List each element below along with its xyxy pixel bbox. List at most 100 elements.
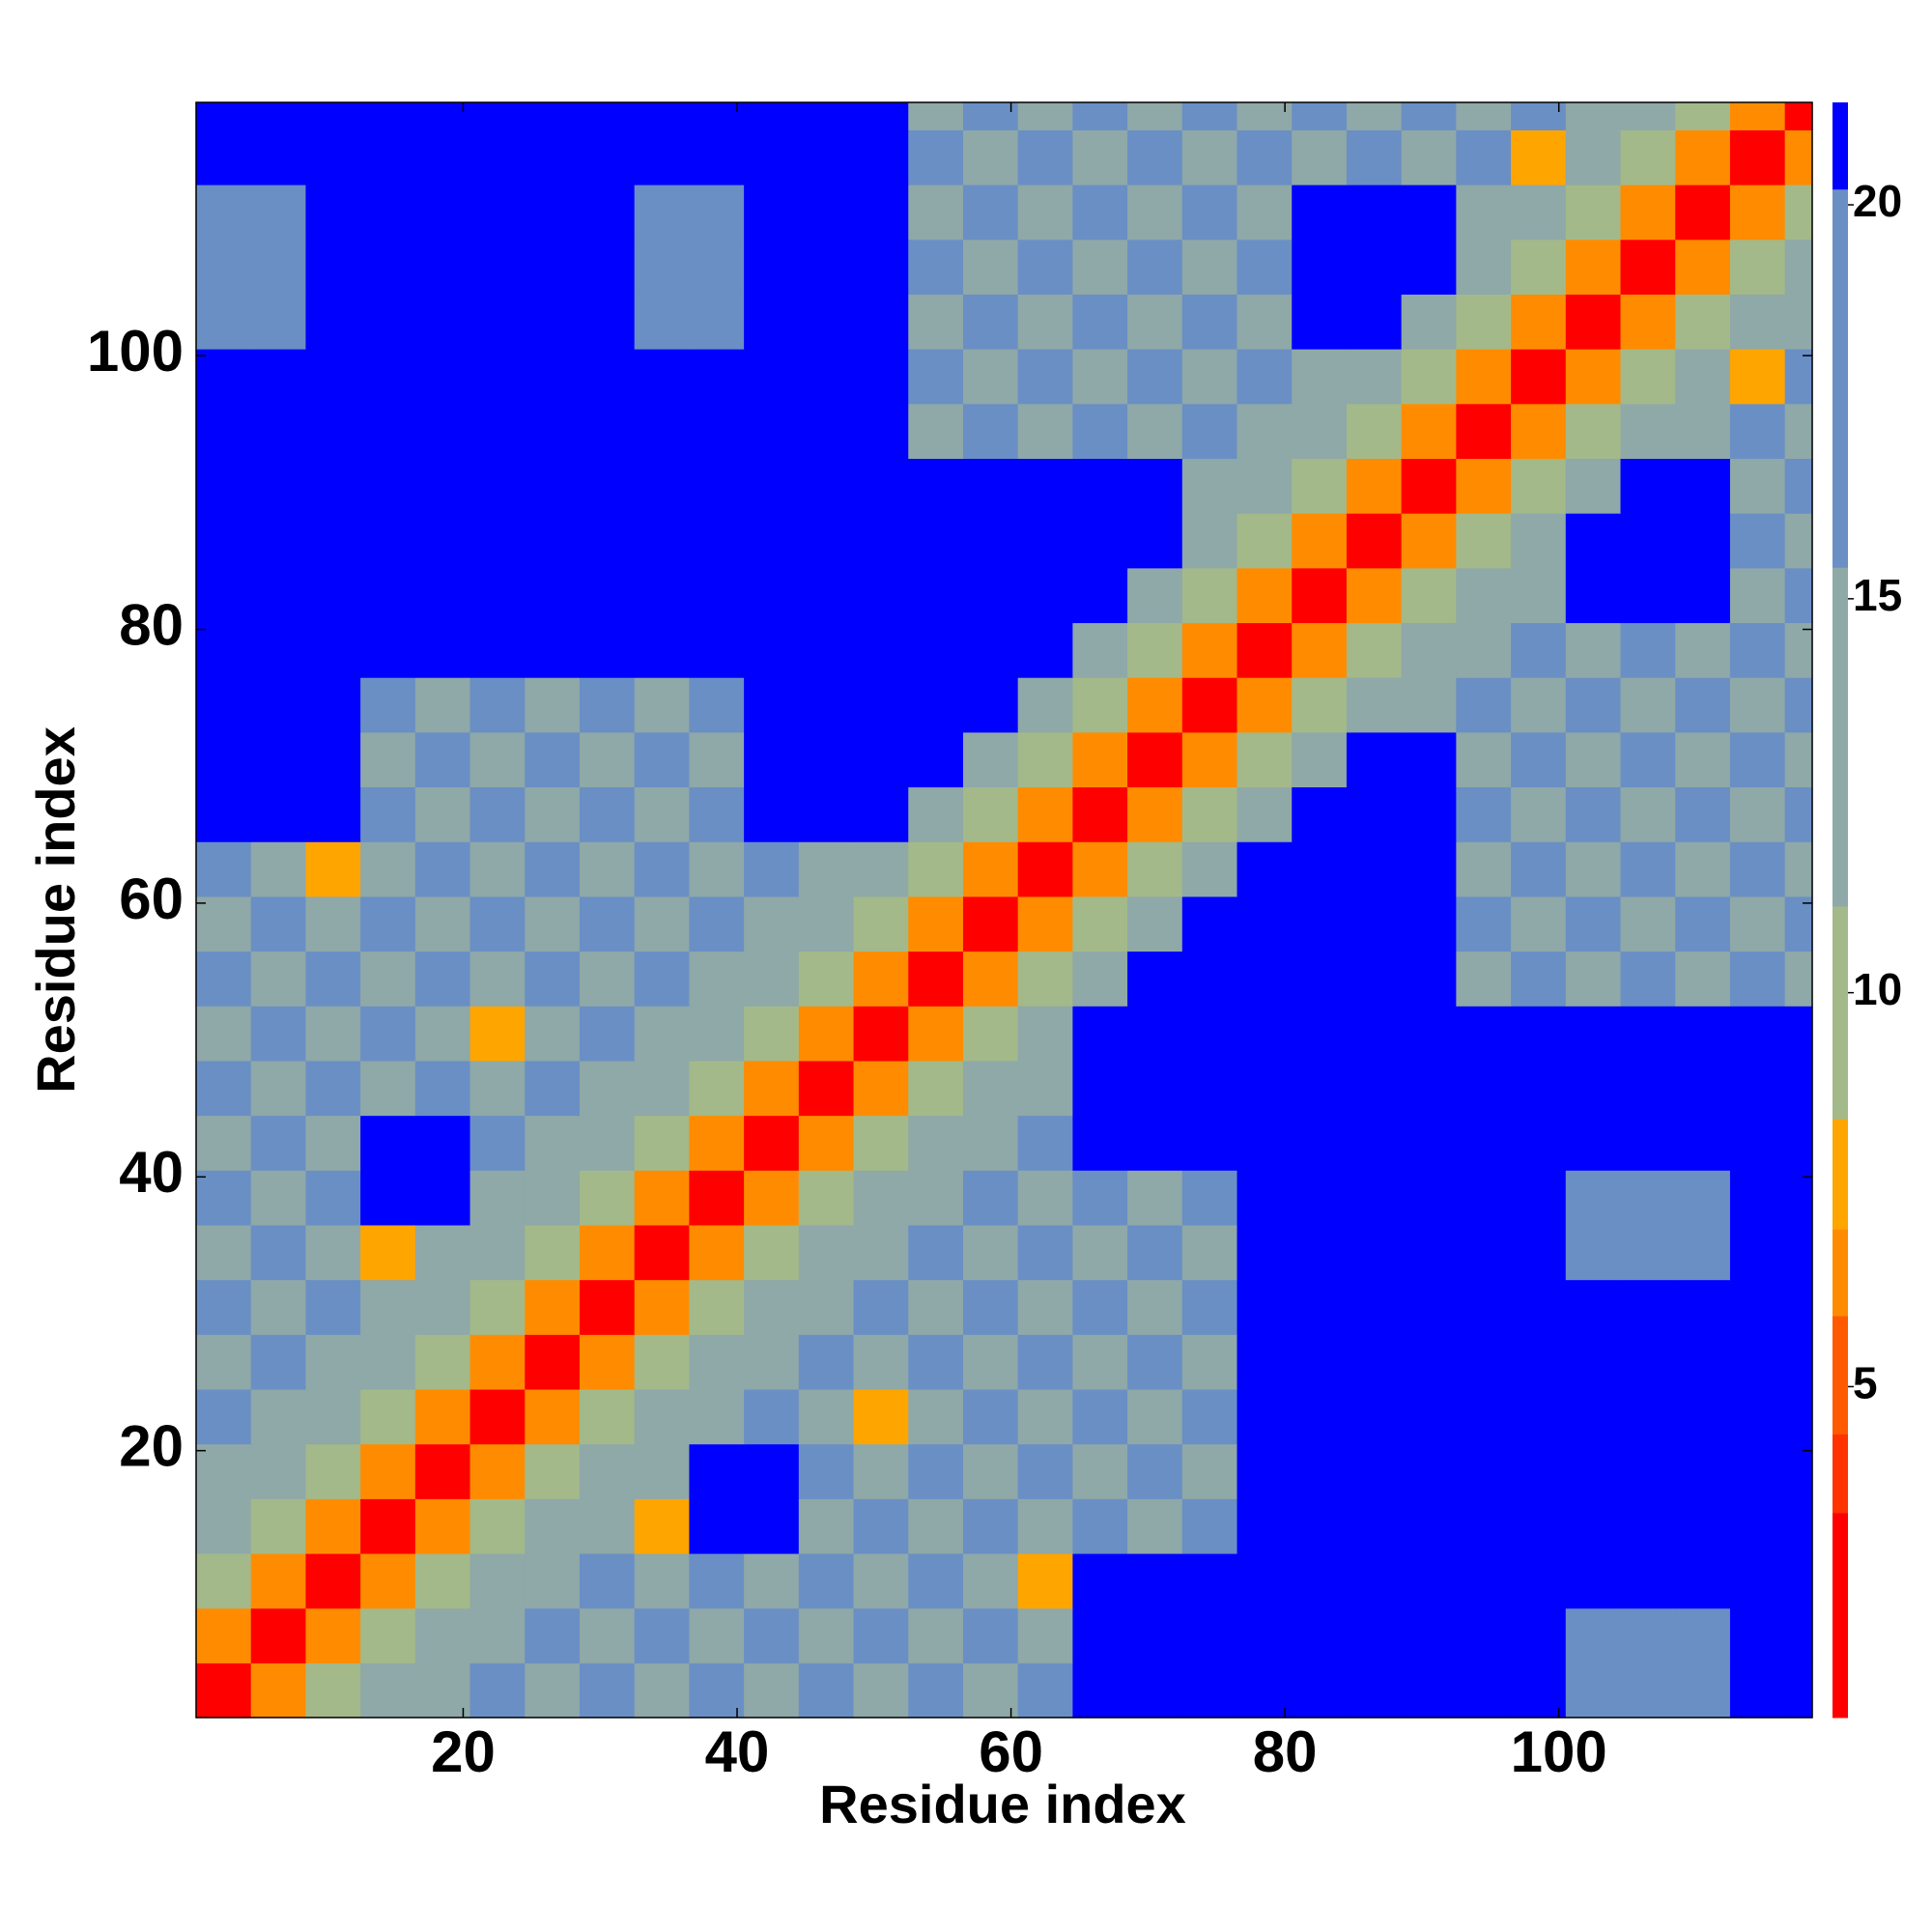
cell bbox=[1181, 786, 1238, 842]
cell bbox=[798, 1498, 855, 1554]
cell bbox=[908, 403, 964, 460]
cell bbox=[1565, 1443, 1622, 1499]
cell bbox=[1127, 1498, 1183, 1554]
cell bbox=[1072, 1279, 1128, 1335]
cell bbox=[744, 1170, 800, 1226]
cell bbox=[1675, 403, 1731, 460]
cell bbox=[250, 622, 307, 678]
cell bbox=[962, 567, 1019, 624]
cell bbox=[1729, 1552, 1786, 1609]
cell bbox=[744, 1279, 800, 1335]
cell bbox=[1401, 731, 1457, 788]
cell bbox=[469, 458, 526, 514]
cell bbox=[1181, 951, 1238, 1007]
cell bbox=[250, 1443, 307, 1499]
cell bbox=[634, 102, 691, 130]
cell bbox=[1784, 513, 1813, 569]
cell bbox=[798, 1334, 855, 1390]
cell bbox=[1784, 622, 1813, 678]
cell bbox=[1236, 1006, 1293, 1062]
cell bbox=[1511, 458, 1567, 514]
cell bbox=[525, 622, 581, 678]
cell bbox=[1181, 403, 1238, 460]
cell bbox=[1456, 185, 1512, 241]
cell bbox=[525, 1224, 581, 1281]
cell bbox=[1511, 239, 1567, 295]
cell bbox=[1675, 895, 1731, 952]
cell bbox=[579, 1607, 636, 1663]
cell bbox=[634, 1552, 691, 1609]
cell bbox=[798, 567, 855, 624]
cell bbox=[1511, 895, 1567, 952]
cell bbox=[579, 1115, 636, 1171]
cell bbox=[1401, 403, 1457, 460]
cell bbox=[908, 1006, 964, 1062]
cell bbox=[414, 1279, 471, 1335]
cell bbox=[469, 1662, 526, 1719]
cell bbox=[962, 1498, 1019, 1554]
cell bbox=[798, 513, 855, 569]
cell bbox=[305, 1115, 361, 1171]
cell bbox=[1729, 567, 1786, 624]
cell bbox=[1675, 1552, 1731, 1609]
cell bbox=[196, 1224, 252, 1281]
cell bbox=[1456, 1279, 1512, 1335]
cell bbox=[962, 841, 1019, 897]
cell bbox=[689, 1060, 745, 1117]
cell bbox=[634, 458, 691, 514]
cell bbox=[853, 786, 909, 842]
cell bbox=[414, 1662, 471, 1719]
cell bbox=[1675, 129, 1731, 185]
cell bbox=[1181, 1006, 1238, 1062]
cell bbox=[469, 895, 526, 952]
cell bbox=[1127, 1279, 1183, 1335]
cell bbox=[525, 1607, 581, 1663]
cell bbox=[579, 841, 636, 897]
cell bbox=[250, 1388, 307, 1445]
cell bbox=[634, 129, 691, 185]
cell bbox=[744, 677, 800, 733]
colorbar-tick-label: 5 bbox=[1853, 1358, 1878, 1408]
cell bbox=[1675, 1006, 1731, 1062]
cell bbox=[798, 1170, 855, 1226]
cell bbox=[414, 349, 471, 405]
cell bbox=[1456, 403, 1512, 460]
cell bbox=[525, 1388, 581, 1445]
cell bbox=[1456, 622, 1512, 678]
cell bbox=[1729, 1115, 1786, 1171]
cell bbox=[1292, 1607, 1348, 1663]
cell bbox=[962, 458, 1019, 514]
colorbar-tick-label: 10 bbox=[1853, 964, 1902, 1014]
cell bbox=[469, 349, 526, 405]
cell bbox=[525, 239, 581, 295]
cell bbox=[525, 1443, 581, 1499]
cell bbox=[1456, 239, 1512, 295]
cell bbox=[360, 1006, 416, 1062]
cell bbox=[305, 1060, 361, 1117]
cell bbox=[962, 1115, 1019, 1171]
cell bbox=[1729, 1443, 1786, 1499]
cell bbox=[689, 1334, 745, 1390]
colorbar-segment bbox=[1833, 1229, 1848, 1317]
cell bbox=[908, 1498, 964, 1554]
cell bbox=[1784, 895, 1813, 952]
cell bbox=[1456, 677, 1512, 733]
cell bbox=[1292, 1498, 1348, 1554]
cell bbox=[579, 1170, 636, 1226]
cell bbox=[1072, 458, 1128, 514]
cell bbox=[360, 1498, 416, 1554]
cell bbox=[305, 786, 361, 842]
cell bbox=[744, 895, 800, 952]
cell bbox=[1729, 1060, 1786, 1117]
cell bbox=[962, 403, 1019, 460]
cell bbox=[798, 622, 855, 678]
x-tick-label: 80 bbox=[1253, 1719, 1318, 1784]
cell bbox=[579, 403, 636, 460]
cell bbox=[634, 1498, 691, 1554]
cell bbox=[962, 1170, 1019, 1226]
cell bbox=[1456, 951, 1512, 1007]
cell bbox=[1236, 951, 1293, 1007]
cell bbox=[579, 895, 636, 952]
cell bbox=[414, 1060, 471, 1117]
cell bbox=[305, 513, 361, 569]
